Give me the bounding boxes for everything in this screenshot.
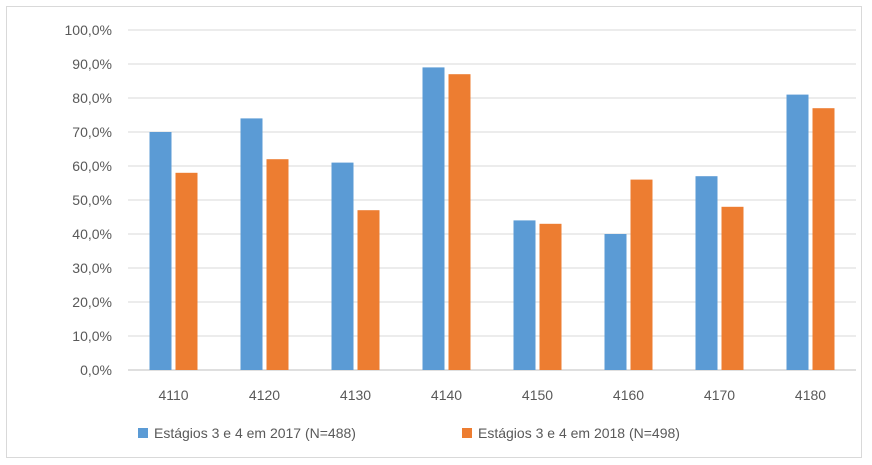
legend-swatch-1: [138, 428, 148, 438]
x-tick-label: 4110: [158, 387, 188, 403]
x-tick-label: 4180: [795, 387, 826, 403]
x-tick-label: 4170: [704, 387, 735, 403]
bar-series-1-4180: [786, 94, 809, 370]
bar-series-1-4170: [695, 176, 718, 370]
y-tick-label: 50,0%: [72, 192, 112, 208]
bar-series-1-4120: [240, 118, 263, 371]
y-tick-label: 80,0%: [72, 90, 112, 106]
bar-series-1-4160: [604, 234, 627, 370]
bar-series-2-4170: [721, 206, 744, 370]
y-tick-label: 60,0%: [72, 158, 112, 174]
bar-series-2-4120: [266, 159, 289, 370]
y-tick-label: 40,0%: [72, 226, 112, 242]
bar-series-2-4110: [175, 172, 198, 370]
x-tick-label: 4130: [340, 387, 371, 403]
y-tick-label: 100,0%: [65, 22, 112, 38]
gridlines: [128, 29, 856, 371]
bar-series-2-4150: [539, 223, 562, 370]
y-tick-label: 0,0%: [80, 362, 112, 378]
bar-series-2-4160: [630, 179, 653, 370]
x-tick-label: 4150: [522, 387, 553, 403]
bar-series-1-4140: [422, 67, 445, 371]
y-axis-ticks: 0,0% 10,0% 20,0% 30,0% 40,0% 50,0% 60,0% 70,0% 8…: [65, 22, 112, 378]
x-axis-ticks: 4110 4120 4130 4140 4150 4160 4170 4180: [158, 387, 826, 403]
legend-label-2: Estágios 3 e 4 em 2018 (N=498): [478, 425, 680, 441]
bar-series-1-4150: [513, 220, 536, 370]
bar-series-2-4130: [357, 210, 380, 370]
x-tick-label: 4140: [431, 387, 462, 403]
legend-swatch-2: [462, 428, 472, 438]
bar-series-2-4180: [812, 108, 835, 370]
bar-series-1-4110: [149, 132, 172, 370]
y-tick-label: 20,0%: [72, 294, 112, 310]
y-tick-label: 90,0%: [72, 56, 112, 72]
x-tick-label: 4120: [249, 387, 280, 403]
bars: [149, 67, 835, 371]
y-tick-label: 30,0%: [72, 260, 112, 276]
legend: Estágios 3 e 4 em 2017 (N=488) Estágios 3…: [138, 425, 680, 441]
legend-label-1: Estágios 3 e 4 em 2017 (N=488): [154, 425, 356, 441]
x-tick-label: 4160: [613, 387, 644, 403]
bar-series-2-4140: [448, 74, 471, 370]
bar-series-1-4130: [331, 162, 354, 370]
y-tick-label: 70,0%: [72, 124, 112, 140]
y-tick-label: 10,0%: [72, 328, 112, 344]
